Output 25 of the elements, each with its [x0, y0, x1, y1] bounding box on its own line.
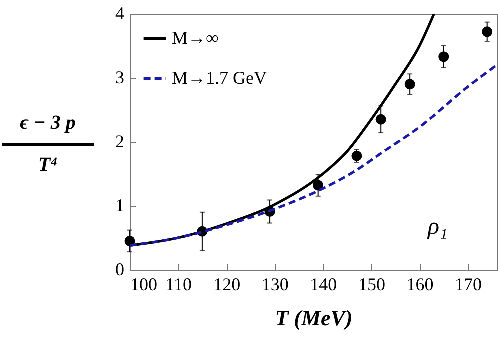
point — [376, 114, 386, 125]
point — [438, 52, 450, 62]
y-tick-label: 2 — [116, 132, 124, 152]
annotation: ρ₁ — [428, 214, 448, 241]
x-axis-title: T (MeV) — [275, 306, 353, 330]
legend-label: M→1.7 GeV — [172, 68, 267, 88]
y-tick-label: 3 — [116, 68, 124, 88]
y-tick-label: 1 — [116, 196, 124, 216]
point — [313, 180, 324, 191]
y-tick-label: 0 — [116, 260, 124, 280]
x-tick-label: 140 — [310, 274, 338, 294]
x-tick-label: 160 — [406, 274, 434, 294]
x-tick-label: 170 — [455, 274, 482, 294]
point — [404, 79, 416, 90]
point — [352, 150, 362, 162]
x-tick-label: 110 — [166, 274, 192, 294]
y-tick-label: 4 — [116, 4, 124, 24]
x-tick-label: 150 — [358, 274, 386, 294]
x-tick-label: 120 — [214, 274, 241, 294]
x-tick-label: 130 — [262, 274, 289, 294]
point — [482, 26, 493, 38]
legend-label: M→∞ — [172, 28, 220, 48]
y-axis-title: ϵ − 3 p T⁴ — [19, 112, 77, 177]
point — [124, 236, 136, 246]
x-tick-label: 100 — [130, 274, 158, 294]
